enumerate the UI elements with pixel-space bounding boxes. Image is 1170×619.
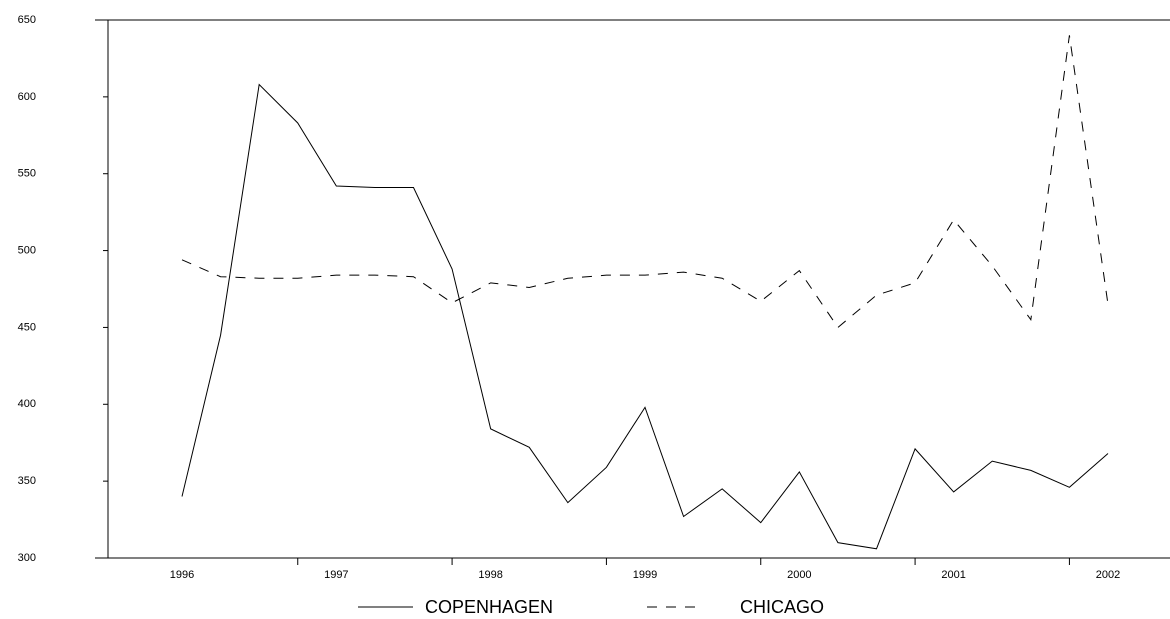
x-tick-label: 2002	[1096, 569, 1120, 581]
x-tick-label: 1999	[633, 569, 657, 581]
x-tick-label: 2001	[941, 569, 965, 581]
y-tick-label: 450	[18, 321, 36, 333]
y-tick-label: 500	[18, 244, 36, 256]
x-tick-label: 2000	[787, 569, 811, 581]
series-line	[181, 35, 1109, 329]
x-tick-label: 1997	[324, 569, 348, 581]
y-tick-label: 350	[18, 475, 36, 487]
y-tick-label: 300	[18, 552, 36, 564]
legend-label: COPENHAGEN	[425, 597, 553, 617]
legend-label: CHICAGO	[740, 597, 824, 617]
y-tick-label: 400	[18, 398, 36, 410]
x-tick-label: 1998	[478, 569, 502, 581]
x-tick-label: 1996	[170, 569, 194, 581]
y-tick-label: 600	[18, 91, 36, 103]
y-tick-label: 650	[18, 14, 36, 26]
series-line	[181, 83, 1109, 550]
y-tick-label: 550	[18, 168, 36, 180]
